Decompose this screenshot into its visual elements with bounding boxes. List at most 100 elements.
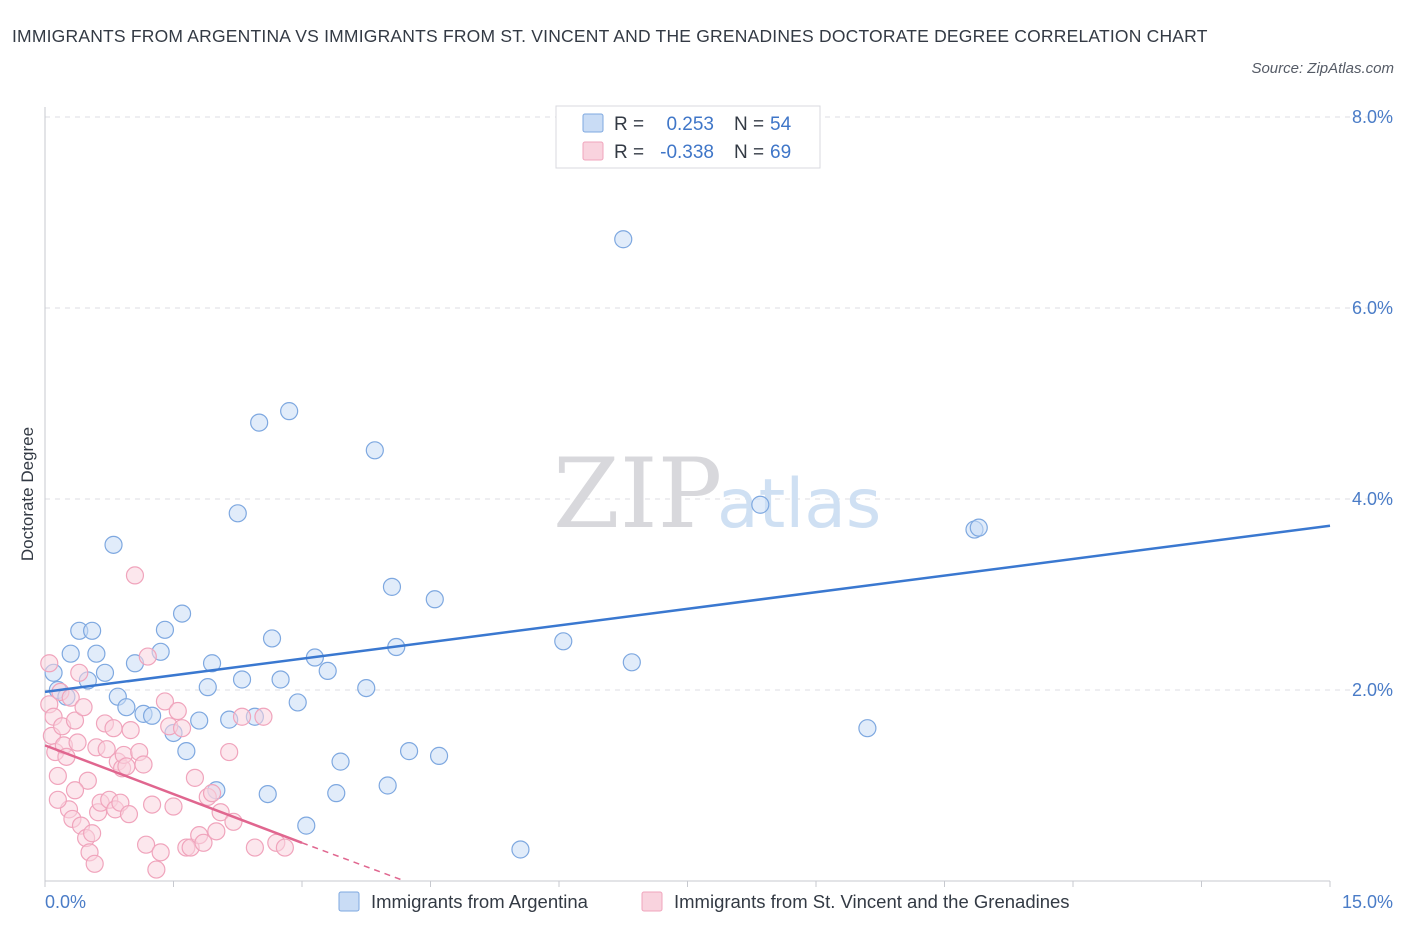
trend-lines [44, 524, 1331, 882]
watermark-atlas: atlas [717, 465, 881, 544]
data-point [254, 707, 273, 726]
data-point [155, 620, 175, 639]
data-point [228, 504, 247, 523]
legend-n-value-st-vincent: 69 [770, 142, 791, 163]
data-point [136, 835, 156, 854]
data-point [117, 757, 136, 776]
data-point [164, 797, 183, 816]
y-tick-label: 4.0% [1352, 489, 1393, 509]
data-point [275, 838, 294, 857]
data-point [297, 816, 316, 835]
data-point [138, 647, 157, 666]
legend-n-label-st-vincent: N = [734, 142, 764, 163]
data-points [40, 230, 988, 879]
data-point [245, 838, 264, 857]
chart-source: Source: ZipAtlas.com [1251, 60, 1394, 77]
data-point [271, 670, 290, 689]
data-point [155, 692, 175, 711]
legend-r-value-st-vincent: -0.338 [660, 142, 714, 163]
correlation-legend: R = 0.253 N = 54 R = -0.338 N = 69 [555, 105, 821, 169]
series-legend-label-st-vincent: Immigrants from St. Vincent and the Gren… [674, 891, 1070, 912]
series-legend-swatch-st-vincent [641, 891, 663, 912]
data-point [65, 711, 85, 730]
y-tick-label: 6.0% [1352, 298, 1393, 318]
data-point [119, 805, 139, 824]
data-point [969, 518, 988, 537]
data-point [280, 402, 299, 421]
data-point [232, 707, 252, 726]
y-tick-label: 8.0% [1352, 107, 1393, 127]
data-point [78, 771, 97, 790]
data-point [429, 746, 449, 765]
data-point [202, 784, 222, 803]
data-point [258, 784, 277, 804]
data-point [172, 604, 192, 623]
data-point [382, 577, 402, 596]
data-point [622, 653, 641, 672]
y-axis-label: Doctorate Degree [18, 427, 37, 561]
data-point [318, 661, 337, 681]
data-point [121, 721, 140, 740]
data-point [104, 719, 123, 738]
data-point [48, 790, 67, 809]
data-point [147, 860, 166, 879]
x-tick-label-max: 15.0% [1342, 892, 1393, 912]
data-point [87, 644, 106, 663]
legend-swatch-st-vincent [582, 141, 604, 161]
data-point [142, 795, 162, 814]
data-point [399, 742, 419, 761]
legend-swatch-argentina [582, 113, 604, 133]
series-0-points [44, 230, 988, 859]
data-point [327, 784, 346, 803]
data-point [198, 678, 217, 697]
data-point [554, 632, 573, 651]
data-point [117, 698, 136, 717]
data-point [168, 701, 187, 721]
data-point [202, 654, 222, 673]
data-point [357, 678, 376, 698]
series-legend: Immigrants from Argentina Immigrants fro… [338, 891, 1070, 912]
y-tick-label: 2.0% [1352, 680, 1393, 700]
legend-r-value-argentina: 0.253 [666, 114, 714, 135]
data-point [61, 644, 80, 663]
data-point [74, 698, 93, 717]
data-point [511, 840, 530, 859]
legend-n-label-argentina: N = [734, 114, 764, 135]
data-point [232, 670, 252, 689]
axes [44, 107, 1331, 887]
data-point [288, 693, 307, 712]
data-point [614, 230, 633, 249]
trend-line-series-0 [44, 524, 1331, 694]
x-tick-label-min: 0.0% [45, 892, 86, 912]
data-point [95, 663, 115, 682]
data-point [104, 535, 123, 554]
chart-title: IMMIGRANTS FROM ARGENTINA VS IMMIGRANTS … [12, 26, 1208, 46]
data-point [250, 413, 269, 432]
trend-extension-series-1 [301, 842, 406, 882]
data-point [858, 719, 877, 738]
legend-r-label-argentina: R = [614, 114, 644, 135]
data-point [185, 768, 205, 787]
legend-r-label-st-vincent: R = [614, 142, 644, 163]
data-point [151, 843, 170, 862]
data-point [172, 719, 192, 738]
data-point [83, 824, 102, 843]
data-point [70, 663, 89, 682]
data-point [83, 621, 102, 640]
data-point [134, 755, 153, 774]
trend-line-series-1 [44, 744, 303, 844]
data-point [262, 629, 282, 648]
data-point [125, 566, 145, 585]
data-point [142, 706, 162, 725]
data-point [97, 740, 116, 759]
watermark-zip: ZIP [553, 438, 722, 550]
data-point [365, 441, 384, 460]
series-legend-label-argentina: Immigrants from Argentina [371, 891, 589, 912]
data-point [751, 495, 770, 514]
data-point [177, 742, 196, 761]
series-1-points [40, 566, 294, 879]
data-point [65, 781, 85, 800]
data-point [207, 822, 226, 841]
data-point [68, 733, 87, 752]
